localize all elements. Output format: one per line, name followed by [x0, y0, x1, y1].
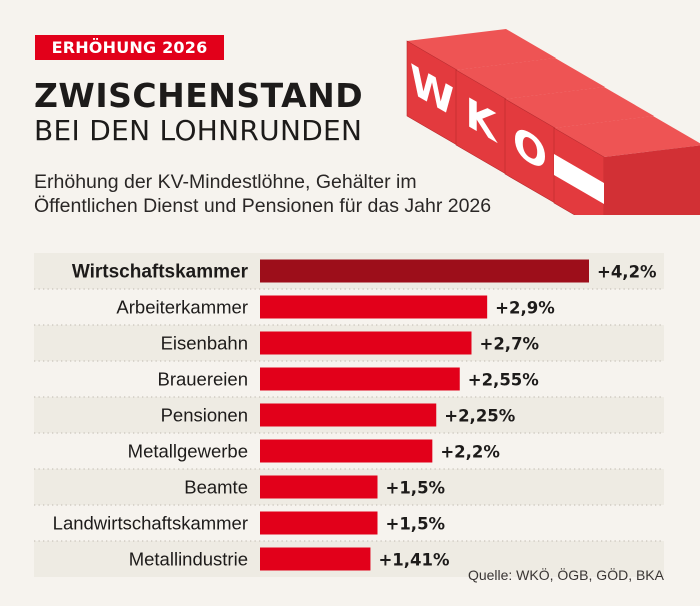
bar-pensionen	[260, 403, 437, 427]
page-title-secondary: BEI DEN LOHNRUNDEN	[34, 114, 363, 147]
value-label: +1,5%	[386, 479, 446, 498]
flag-stripe	[554, 154, 604, 204]
category-label: Landwirtschaftskammer	[53, 513, 248, 534]
subtitle-line-1: Erhöhung der KV-Mindestlöhne, Gehälter i…	[34, 171, 417, 193]
category-label: Metallgewerbe	[128, 441, 248, 462]
subtitle-line-2: Öffentlichen Dienst und Pensionen für da…	[34, 195, 492, 217]
cube-top	[407, 29, 556, 70]
value-label: +2,2%	[440, 443, 500, 462]
category-label: Wirtschaftskammer	[72, 262, 249, 283]
bar-brauereien	[260, 367, 460, 391]
bar-landwirtschaftskammer	[260, 511, 378, 535]
bar-metallgewerbe	[260, 439, 433, 463]
cube-top	[554, 116, 700, 157]
category-label: Beamte	[184, 477, 248, 498]
value-label: +2,9%	[495, 299, 555, 318]
bar-eisenbahn	[260, 331, 472, 355]
value-label: +4,2%	[597, 263, 657, 282]
category-label: Metallindustrie	[129, 549, 248, 570]
bar-arbeiterkammer	[260, 295, 488, 319]
value-label: +1,5%	[386, 515, 446, 534]
category-label: Arbeiterkammer	[116, 297, 248, 318]
bar-wirtschaftskammer	[260, 259, 589, 283]
bar-metallindustrie	[260, 547, 371, 571]
value-label: +1,41%	[378, 551, 450, 570]
category-label: Eisenbahn	[161, 333, 248, 354]
bar-beamte	[260, 475, 378, 499]
value-label: +2,7%	[480, 335, 540, 354]
cube-top	[456, 58, 605, 99]
cube-side	[604, 145, 700, 215]
category-label: Brauereien	[157, 369, 248, 390]
year-badge: ERHÖHUNG 2026	[35, 35, 224, 60]
category-label: Pensionen	[161, 405, 248, 426]
subtitle: Erhöhung der KV-Mindestlöhne, Gehälter i…	[34, 170, 494, 218]
value-label: +2,25%	[444, 407, 516, 426]
page-title: ZWISCHENSTAND	[34, 76, 364, 115]
value-label: +2,55%	[468, 371, 540, 390]
cube-top	[505, 87, 654, 128]
source-note: Quelle: WKÖ, ÖGB, GÖD, BKA	[467, 567, 664, 583]
